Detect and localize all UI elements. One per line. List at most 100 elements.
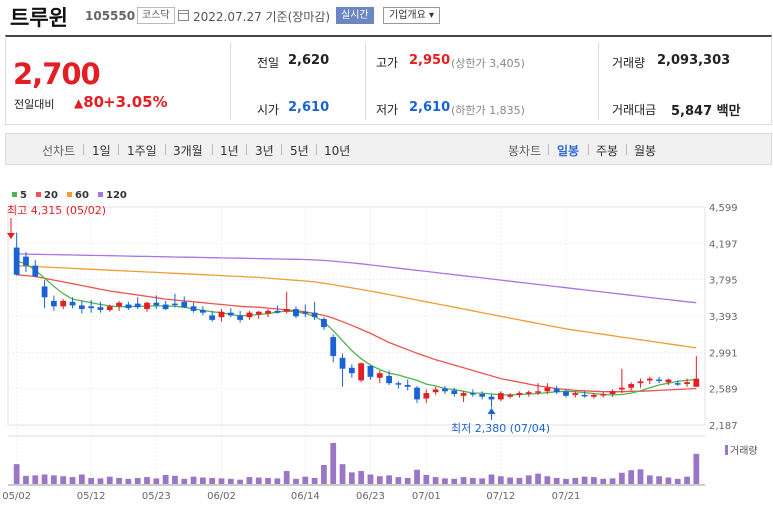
candle-body <box>507 394 514 397</box>
candle-body <box>339 357 346 369</box>
divider <box>548 144 549 155</box>
candle-body <box>41 286 48 298</box>
volume-bar <box>144 477 150 484</box>
candle-body <box>209 315 216 320</box>
candle-body <box>451 390 458 394</box>
candle-body <box>395 383 402 385</box>
lower-limit: (하한가 1,835) <box>451 104 525 117</box>
volume-bar <box>432 477 439 484</box>
candle-body <box>358 363 365 381</box>
chevron-down-icon: ▾ <box>425 10 435 21</box>
candle-body <box>162 304 169 310</box>
candle-body <box>181 301 188 308</box>
candle-body <box>386 375 392 384</box>
period-3m[interactable]: 3개월 <box>173 144 203 158</box>
period-1y[interactable]: 1년 <box>220 144 239 158</box>
volume-bar <box>181 478 188 484</box>
annotations: 최고 4,315 (05/02) 최저 2,380 (07/04) <box>7 204 550 435</box>
volume-bar <box>153 478 160 484</box>
candle-body <box>572 393 579 395</box>
candle-body <box>618 387 625 390</box>
candle-body <box>97 307 104 310</box>
stock-code: 105550 <box>85 9 136 23</box>
volume-bar <box>553 477 560 484</box>
candle-body <box>646 378 653 381</box>
candle-body <box>321 318 327 328</box>
volume-bar <box>78 474 85 484</box>
candle-body <box>265 310 271 314</box>
period-3y[interactable]: 3년 <box>255 144 274 158</box>
volume-bar <box>618 472 625 484</box>
volume-bar <box>488 474 495 484</box>
candle-body <box>553 388 560 393</box>
volume-bar <box>69 477 76 484</box>
volume-bar <box>255 477 262 484</box>
legend-label: 20 <box>44 190 58 201</box>
realtime-button[interactable]: 실시간 <box>336 7 374 24</box>
ma-legend: 5 20 60 120 <box>12 190 127 201</box>
volume-bar <box>348 472 355 484</box>
volume-bar <box>190 476 197 484</box>
low-annotation: 최저 2,380 (07/04) <box>451 422 550 435</box>
high-arrow-head <box>7 233 15 239</box>
volume-bar <box>60 476 67 484</box>
volume-bar <box>13 464 20 484</box>
volume-bar <box>386 475 392 484</box>
axis-labels: 4,599 4,197 3,795 3,393 2,991 2,589 2,187 05/02… <box>2 203 757 502</box>
x-tick-label: 07/01 <box>412 491 441 502</box>
period-5y[interactable]: 5년 <box>290 144 309 158</box>
divider <box>230 42 231 120</box>
volume-bar <box>237 479 244 484</box>
volume-bar <box>460 477 467 484</box>
candle-body <box>376 373 383 378</box>
x-tick-label: 06/23 <box>356 491 385 502</box>
period-daily[interactable]: 일봉 <box>557 144 580 158</box>
open-value: 2,610 <box>288 100 330 115</box>
volume-bar <box>32 475 39 484</box>
volume-bar <box>646 475 653 484</box>
volume-bar <box>265 477 271 484</box>
volume-bar <box>321 465 327 484</box>
candle-body <box>414 387 420 400</box>
volume-bar <box>497 476 504 484</box>
candle-body <box>274 310 281 313</box>
company-overview-button[interactable]: 기업개요 ▾ <box>383 7 441 24</box>
period-1d[interactable]: 1일 <box>92 144 111 158</box>
volume-bar <box>684 476 690 484</box>
candle-body <box>423 393 430 399</box>
volume-bar <box>525 475 532 484</box>
candle-body <box>469 393 476 395</box>
volume-bar <box>209 477 216 484</box>
volume-bar <box>656 476 662 484</box>
candle-body <box>13 247 20 275</box>
candle-body <box>479 393 486 397</box>
candlesticks <box>13 232 700 408</box>
upper-limit: (상한가 3,405) <box>451 57 525 70</box>
period-monthly[interactable]: 월봉 <box>634 144 657 158</box>
volume-bar <box>404 477 411 484</box>
candle-body <box>525 392 532 394</box>
candle-body <box>218 311 225 318</box>
y-tick-label: 4,197 <box>709 239 738 250</box>
y-tick-label: 4,599 <box>709 203 738 214</box>
candle-body <box>591 394 597 397</box>
candle-chart-label: 봉차트 <box>508 144 542 158</box>
ma120-line <box>16 253 697 304</box>
candle-body <box>544 387 551 392</box>
volume-bar <box>162 474 169 484</box>
volume-legend-swatch <box>725 445 728 455</box>
volume-bar <box>330 443 337 484</box>
volume-bar <box>674 478 681 484</box>
candle-body <box>293 309 299 317</box>
y-tick-label: 3,393 <box>709 312 738 323</box>
current-price: 2,700 <box>13 57 101 91</box>
x-tick-label: 05/02 <box>2 491 31 502</box>
period-10y[interactable]: 10년 <box>324 144 351 158</box>
period-1w[interactable]: 1주일 <box>127 144 157 158</box>
divider <box>118 144 119 155</box>
ma60-line <box>16 265 697 349</box>
prev-close-label: 전일 <box>257 56 280 70</box>
volume-bar <box>665 477 672 484</box>
period-weekly[interactable]: 주봉 <box>596 144 619 158</box>
volume-bar <box>507 477 514 484</box>
